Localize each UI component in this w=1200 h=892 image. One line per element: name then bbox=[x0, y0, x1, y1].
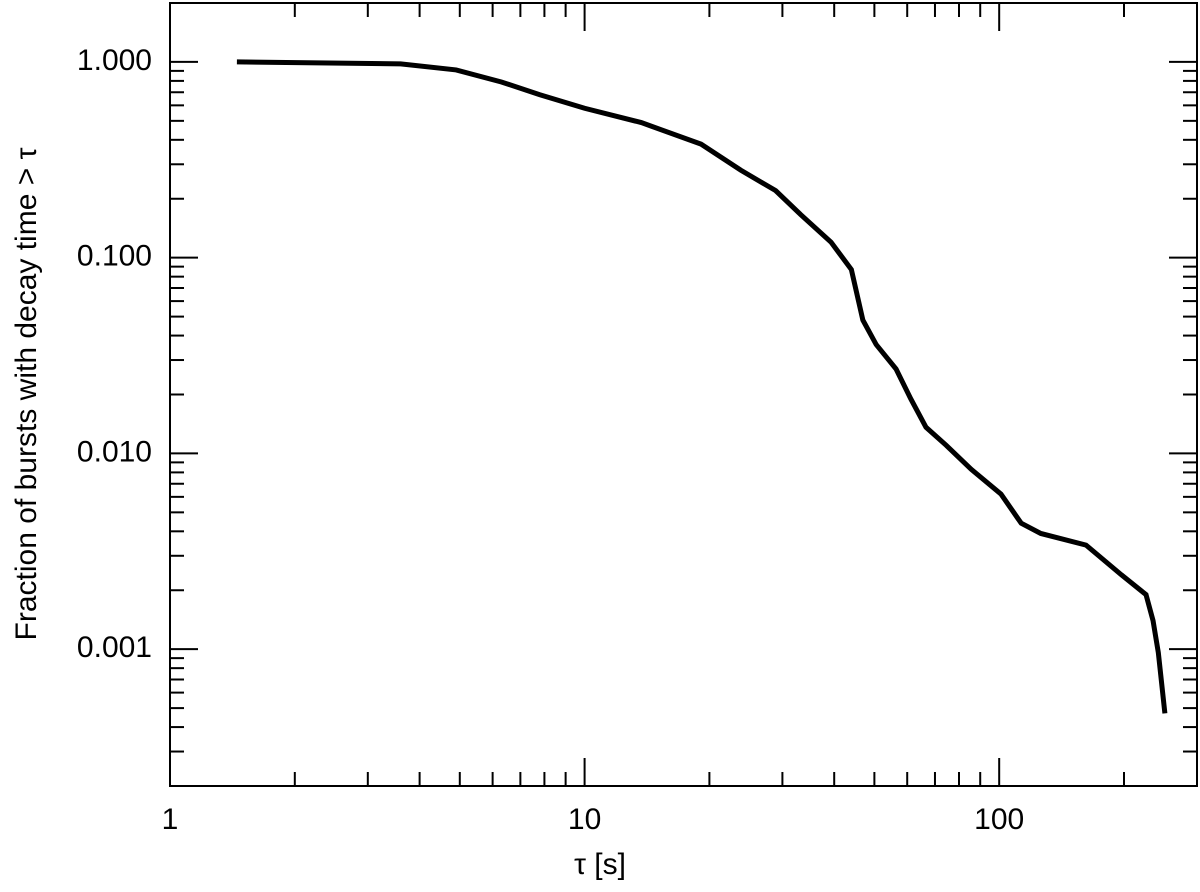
y-axis-label: Fraction of bursts with decay time > τ bbox=[10, 147, 43, 640]
y-tick-label: 0.100 bbox=[77, 240, 152, 273]
y-tick-label: 1.000 bbox=[77, 44, 152, 77]
y-tick-label: 0.001 bbox=[77, 631, 152, 664]
x-tick-label: 100 bbox=[974, 803, 1024, 836]
plot-frame bbox=[169, 2, 1198, 787]
y-tick-label: 0.010 bbox=[77, 435, 152, 468]
x-tick-label: 1 bbox=[162, 803, 179, 836]
data-line bbox=[236, 59, 1168, 714]
x-axis-label: τ [s] bbox=[574, 848, 626, 881]
x-tick-label: 10 bbox=[568, 803, 601, 836]
